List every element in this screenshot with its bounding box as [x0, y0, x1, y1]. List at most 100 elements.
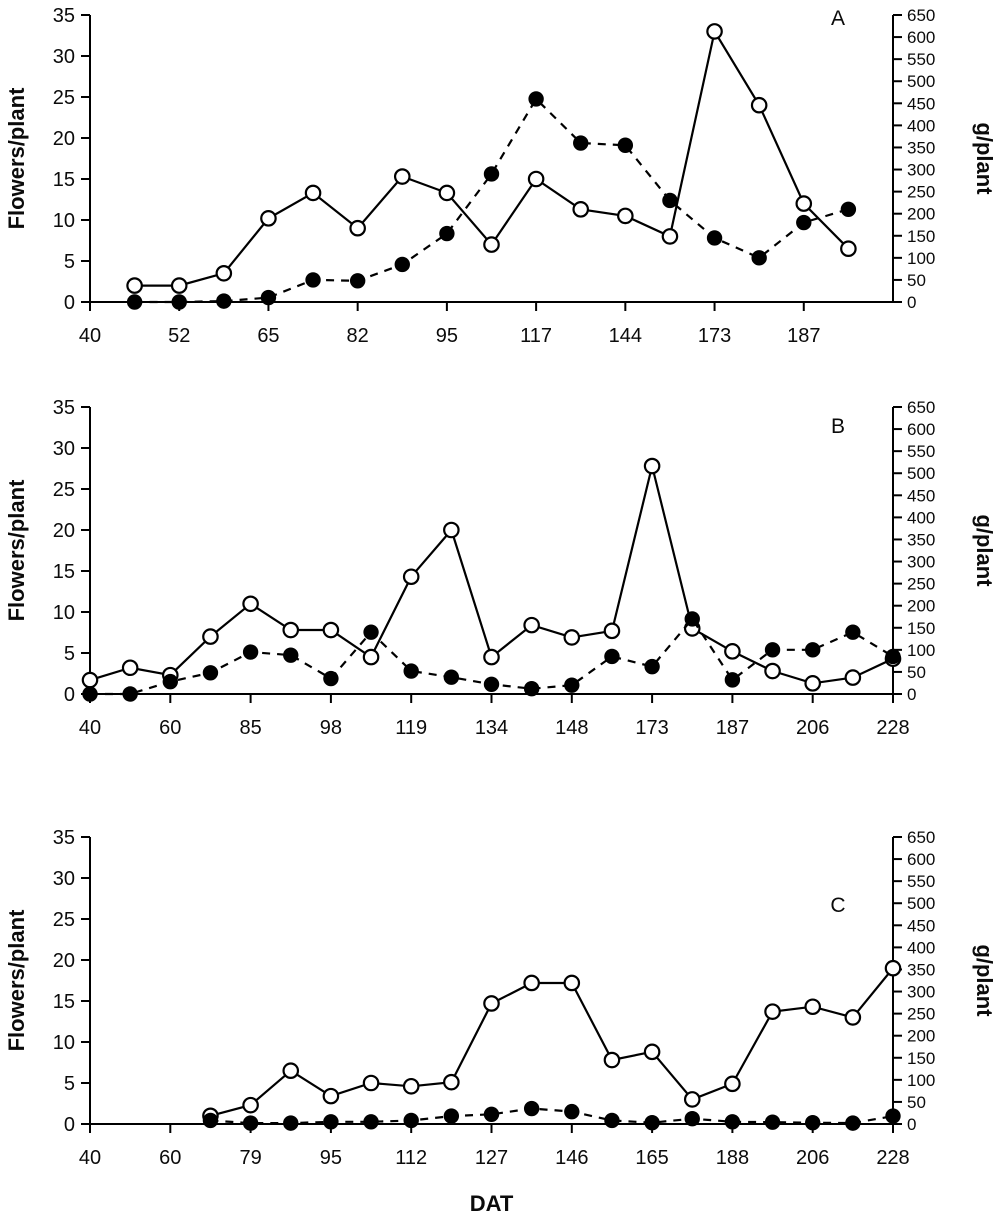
open-circle-marker — [483, 236, 500, 253]
left-axis-title: Flowers/plant — [4, 87, 29, 229]
panel-a: 0 5 10 15 20 25 30 35 0 50 100 150 200 250 300 350 400 45… — [0, 0, 1000, 375]
right-tick-label: 550 — [907, 50, 935, 69]
right-tick-label: 50 — [907, 1093, 926, 1112]
x-tick-label: 79 — [239, 1147, 261, 1169]
x-tick-label: 112 — [395, 1147, 427, 1169]
filled-circle-marker — [363, 624, 379, 640]
right-tick-label: 200 — [907, 597, 935, 616]
filled-circle-marker — [202, 665, 219, 681]
filled-circle-marker — [403, 1112, 419, 1129]
open-circle-marker — [795, 195, 813, 212]
filled-circle-marker — [363, 1114, 379, 1130]
right-tick-label: 450 — [907, 486, 935, 505]
x-tick-label: 206 — [796, 1147, 829, 1169]
open-circle-marker — [215, 264, 233, 282]
open-circle-marker — [563, 974, 581, 992]
filled-circle-marker — [323, 1114, 339, 1130]
left-axis-ticks: 0 5 10 15 20 25 30 35 — [53, 827, 90, 1136]
x-tick-label: 85 — [239, 717, 261, 739]
filled-circle-marker — [885, 648, 901, 665]
open-circle-marker — [322, 621, 340, 639]
right-tick-label: 0 — [907, 1115, 916, 1134]
x-tick-label: 52 — [168, 325, 190, 347]
open-circle-marker — [402, 568, 420, 586]
right-tick-label: 600 — [907, 28, 935, 47]
chart-panel-c: 0510152025303505010015020025030035040045… — [4, 827, 997, 1216]
filled-circle-marker — [283, 1115, 299, 1131]
filled-circle-marker — [885, 1108, 901, 1124]
filled-circle-marker — [617, 137, 634, 153]
right-axis-ticks: 0 50 100 150 200 250 300 350 400 450 500 550 600 650 — [893, 828, 935, 1134]
right-tick-label: 450 — [907, 916, 935, 935]
open-circle-marker — [170, 277, 188, 294]
x-tick-label: 82 — [347, 325, 369, 347]
filled-circle-marker — [216, 293, 232, 309]
left-tick-label: 35 — [53, 827, 75, 849]
filled-circle-marker — [260, 289, 277, 306]
right-tick-label: 50 — [907, 663, 926, 682]
left-tick-label: 10 — [53, 602, 75, 624]
x-tick-label: 187 — [787, 325, 820, 347]
x-tick-label: 228 — [876, 1147, 909, 1169]
filled-circle-marker — [443, 669, 460, 685]
filled-circle-marker — [751, 250, 767, 266]
right-tick-label: 600 — [907, 850, 935, 869]
left-tick-label: 35 — [53, 397, 75, 419]
open-circle-marker — [572, 201, 590, 218]
right-axis-title: g/plant — [972, 944, 997, 1017]
filled-circle-marker — [796, 214, 812, 231]
x-axis-ticks: 40 60 85 98 119 134 148 173 187 206 228 — [79, 694, 910, 739]
open-circle-marker — [804, 675, 821, 692]
left-tick-label: 0 — [64, 684, 75, 706]
open-circle-marker — [804, 998, 821, 1016]
open-circle-marker — [706, 23, 723, 40]
right-tick-label: 150 — [907, 227, 935, 246]
open-circle-marker — [724, 1075, 741, 1093]
right-axis-title: g/plant — [972, 514, 997, 587]
x-tick-label: 65 — [257, 325, 279, 347]
open-circle-marker — [844, 1009, 862, 1026]
panel-c: 0 5 10 15 20 25 30 35 0 50 100 150 200 250 300 350 400 45… — [0, 765, 1000, 1219]
right-tick-label: 200 — [907, 205, 935, 224]
open-circle-marker — [362, 1074, 380, 1092]
left-tick-label: 15 — [53, 991, 75, 1013]
filled-circle-marker — [523, 681, 540, 697]
x-tick-label: 119 — [395, 717, 427, 739]
filled-circle-marker — [349, 273, 366, 289]
left-tick-label: 0 — [64, 1114, 75, 1136]
open-circle-marker — [443, 1073, 460, 1091]
open-circle-marker — [724, 643, 741, 660]
panel-b: 0 5 10 15 20 25 30 35 0 50 100 150 200 250 300 350 400 45… — [0, 375, 1000, 765]
left-axis-ticks: 0 5 10 15 20 25 30 35 — [53, 397, 90, 706]
x-tick-label: 188 — [716, 1147, 749, 1169]
right-tick-label: 0 — [907, 293, 916, 312]
open-circle-marker — [617, 207, 634, 225]
x-tick-label: 60 — [159, 717, 181, 739]
right-tick-label: 350 — [907, 138, 935, 157]
filled-circle-marker — [684, 611, 700, 627]
open-circle-marker — [563, 629, 581, 646]
open-circle-marker — [126, 277, 143, 294]
filled-circle-marker — [840, 201, 857, 217]
x-tick-label: 40 — [79, 717, 101, 739]
x-tick-label: 148 — [555, 717, 588, 739]
left-axis-ticks: 0 5 10 15 20 25 30 35 — [53, 5, 90, 314]
right-tick-label: 300 — [907, 161, 935, 180]
left-axis-title: Flowers/plant — [4, 909, 29, 1051]
filled-circle-marker — [724, 1114, 741, 1130]
filled-circle-marker — [724, 672, 741, 688]
right-tick-label: 650 — [907, 6, 935, 25]
left-tick-label: 25 — [53, 909, 75, 931]
right-tick-label: 100 — [907, 641, 935, 660]
filled-circle-marker — [82, 686, 98, 702]
filled-circle-marker — [573, 135, 589, 151]
open-circle-marker — [121, 659, 139, 677]
open-circle-marker — [750, 96, 768, 114]
filled-circle-marker — [528, 91, 544, 107]
x-axis-ticks: 40 60 79 95 112 127 146 165 188 206 228 — [79, 1124, 910, 1169]
filled-circle-marker — [394, 256, 410, 273]
left-tick-label: 25 — [53, 87, 75, 109]
left-tick-label: 30 — [53, 438, 75, 460]
panel-letter: B — [831, 415, 845, 438]
right-tick-label: 650 — [907, 398, 935, 417]
